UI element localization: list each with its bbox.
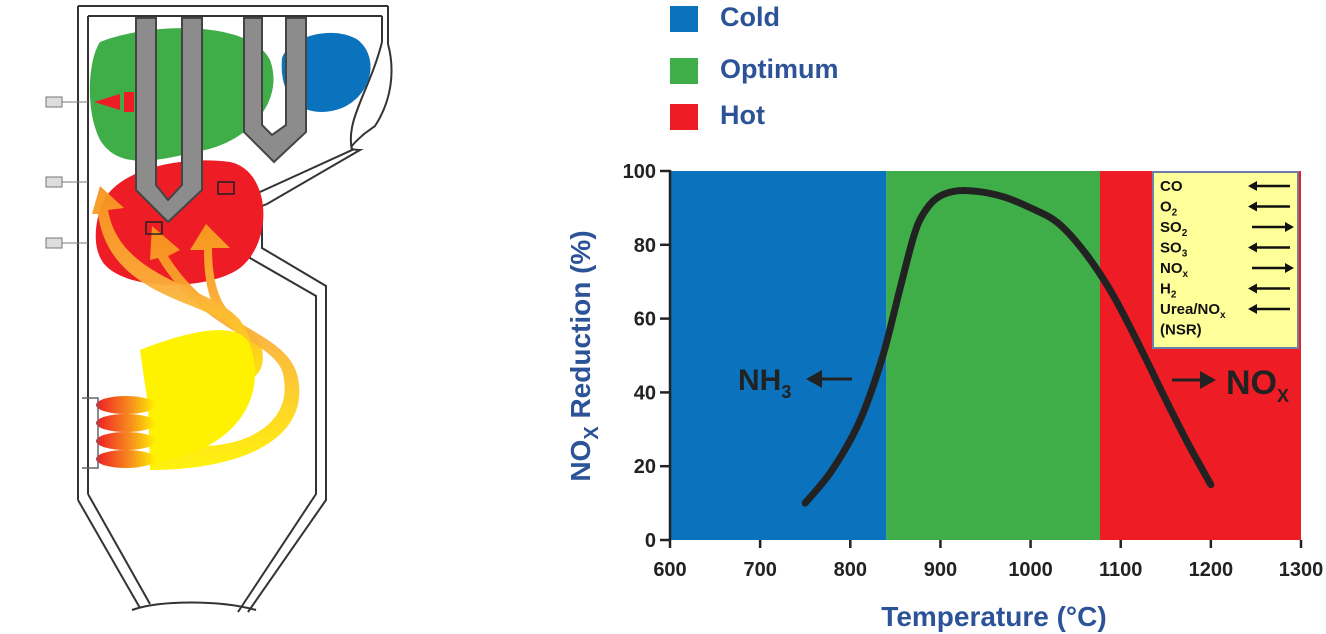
flame-path [92,186,300,470]
effect-label: Urea/NOx [1160,301,1226,321]
nh3-arrowhead [806,370,822,388]
effect-label: O2 [1160,199,1178,219]
effect-arrowhead-left [1248,283,1257,294]
y-tick-label: 20 [634,456,656,478]
y-tick-label: 80 [634,235,656,257]
y-axis-ticks: 0 20 40 60 80 100 [623,161,670,552]
effect-arrowhead-left [1248,304,1257,314]
legend-label-cold: Cold [720,2,780,32]
legend-swatch-cold [670,6,698,32]
y-axis-label-base: NO [565,440,596,482]
nh3-subscript: 3 [781,382,791,402]
y-axis-label: NOX Reduction (%) [565,230,603,481]
nox-reduction-curve [801,186,1215,507]
nox-annotation: NOX [1172,364,1289,406]
boiler-diagram [45,5,393,613]
x-tick-label: 600 [653,559,686,581]
legend-label-optimum: Optimum [720,54,839,84]
legend-swatch-optimum [670,58,698,84]
x-tick-label: 1000 [1008,559,1053,581]
legend-label-hot: Hot [720,100,765,130]
y-tick-label: 0 [645,530,656,552]
x-tick-label: 1200 [1189,559,1234,581]
sensors [145,181,235,235]
hot-zone [95,160,264,285]
effect-label: SO2 [1160,219,1188,239]
effect-arrowhead-right [1285,222,1294,232]
burners [82,396,156,469]
x-tick-label: 1300 [1279,559,1324,581]
y-tick-label: 60 [634,309,656,331]
y-tick-label: 40 [634,382,656,404]
x-axis-ticks: 600 700 800 900 1000 1100 1200 1300 [653,540,1323,581]
x-tick-label: 700 [743,559,776,581]
effect-label: (NSR) [1160,322,1202,339]
band-cold [670,171,887,540]
svg-text:NOX: NOX [1226,364,1289,406]
svg-text:NH3: NH3 [738,364,791,402]
x-tick-label: 1100 [1099,559,1142,581]
nox-subscript: X [1277,386,1289,406]
effect-arrowhead-right [1285,263,1294,273]
y-tick-label: 100 [623,161,656,183]
nox-label: NO [1226,364,1277,402]
legend-swatch-hot [670,104,698,130]
effect-label: CO [1160,178,1183,195]
x-axis-label: Temperature (°C) [881,601,1106,632]
y-axis-label-rest: Reduction (%) [565,230,596,426]
effect-label: SO3 [1160,240,1188,260]
nox-arrowhead [1200,371,1216,389]
effect-arrowhead-left [1248,242,1257,253]
y-axis-label-sub: X [581,426,603,440]
injectors [45,96,88,249]
effect-label: NOx [1160,260,1189,280]
x-tick-label: 900 [924,559,957,581]
nh3-annotation: NH3 [738,364,852,402]
injector-spray [94,92,134,112]
effect-arrowhead-left [1248,201,1257,212]
effect-label: H2 [1160,281,1177,301]
tube-bank [135,17,307,224]
nh3-label: NH [738,364,781,397]
x-tick-label: 800 [834,559,867,581]
effect-arrowhead-left [1248,181,1257,191]
